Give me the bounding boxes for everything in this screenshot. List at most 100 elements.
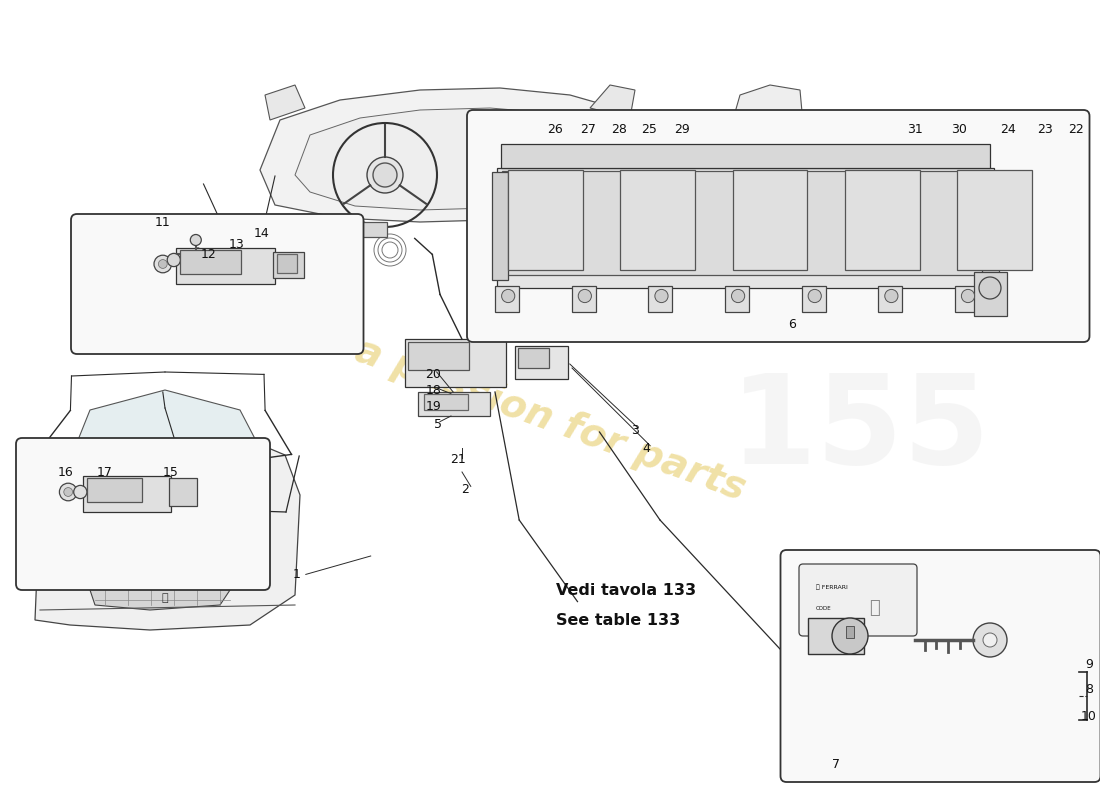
Polygon shape [265, 85, 305, 120]
Text: 14: 14 [254, 227, 270, 240]
Bar [82, 476, 170, 512]
Bar [518, 348, 549, 368]
Bar [424, 394, 468, 410]
Text: Vedi tavola 133: Vedi tavola 133 [556, 583, 695, 598]
Text: 4: 4 [642, 442, 651, 454]
Bar [169, 478, 197, 506]
Circle shape [579, 290, 592, 302]
Text: 3: 3 [630, 424, 639, 437]
Text: 15: 15 [163, 466, 178, 478]
Text: 30: 30 [952, 123, 967, 136]
Circle shape [884, 290, 898, 302]
Text: 7: 7 [832, 758, 840, 770]
FancyBboxPatch shape [799, 564, 917, 636]
Text: 27: 27 [581, 123, 596, 136]
Bar [845, 170, 920, 270]
Text: ─: ─ [194, 245, 198, 251]
Polygon shape [295, 108, 625, 210]
Bar [354, 222, 387, 237]
Bar [180, 250, 241, 274]
Polygon shape [35, 432, 300, 630]
Circle shape [64, 488, 73, 496]
Text: 24: 24 [1000, 123, 1015, 136]
Bar [808, 618, 864, 654]
Bar [500, 144, 990, 168]
Polygon shape [590, 85, 635, 118]
Circle shape [367, 157, 403, 193]
Bar [495, 286, 519, 312]
Text: 20: 20 [426, 368, 441, 381]
Text: 8: 8 [1085, 683, 1093, 696]
Polygon shape [70, 390, 265, 460]
Text: 16: 16 [58, 466, 74, 478]
Bar [492, 172, 508, 280]
Text: 19: 19 [426, 400, 441, 413]
Text: 🏎 FERRARI: 🏎 FERRARI [816, 584, 848, 590]
Circle shape [961, 290, 975, 302]
Circle shape [654, 290, 668, 302]
Bar [974, 272, 1006, 316]
Circle shape [502, 290, 515, 302]
Bar [733, 170, 807, 270]
Text: 13: 13 [229, 238, 244, 250]
Bar [497, 168, 994, 288]
Circle shape [974, 623, 1006, 657]
Bar [620, 170, 695, 270]
Bar [957, 170, 1032, 270]
Bar [405, 339, 506, 387]
Text: a passion for parts: a passion for parts [350, 331, 750, 509]
Text: 𝑭: 𝑭 [162, 593, 168, 603]
Text: 155: 155 [729, 370, 990, 490]
Bar [878, 286, 902, 312]
Bar [572, 286, 596, 312]
Bar [725, 286, 749, 312]
FancyBboxPatch shape [468, 110, 1089, 342]
Text: 12: 12 [201, 248, 217, 261]
FancyBboxPatch shape [781, 550, 1100, 782]
Circle shape [154, 255, 172, 273]
Bar [846, 626, 854, 638]
Text: 2: 2 [461, 483, 470, 496]
Bar [273, 252, 304, 278]
Ellipse shape [53, 559, 91, 581]
Text: 25: 25 [641, 123, 657, 136]
Polygon shape [650, 145, 740, 245]
Text: 11: 11 [155, 216, 170, 229]
Text: 9: 9 [1085, 658, 1093, 670]
Polygon shape [260, 88, 670, 222]
Text: CODE: CODE [816, 606, 832, 611]
Polygon shape [730, 85, 810, 270]
Circle shape [158, 259, 167, 268]
Text: 10: 10 [1081, 710, 1097, 722]
Bar [277, 254, 297, 273]
Text: 6: 6 [788, 318, 796, 330]
Bar [418, 392, 490, 416]
Text: 21: 21 [450, 454, 465, 466]
Polygon shape [90, 545, 230, 610]
Bar [955, 286, 979, 312]
Text: 23: 23 [1037, 123, 1053, 136]
Text: 18: 18 [426, 384, 441, 397]
FancyBboxPatch shape [72, 214, 363, 354]
Circle shape [74, 486, 87, 498]
Circle shape [983, 633, 997, 647]
Text: ⚿: ⚿ [869, 599, 880, 617]
Text: 26: 26 [548, 123, 563, 136]
Text: 28: 28 [612, 123, 627, 136]
Bar [408, 342, 469, 370]
Text: 5: 5 [433, 418, 442, 430]
Ellipse shape [232, 555, 268, 575]
Text: See table 133: See table 133 [556, 614, 680, 628]
FancyBboxPatch shape [16, 438, 270, 590]
Circle shape [832, 618, 868, 654]
Bar [648, 286, 672, 312]
Text: 22: 22 [1068, 123, 1084, 136]
Bar [515, 346, 568, 379]
Text: 29: 29 [674, 123, 690, 136]
Bar [502, 171, 986, 275]
Circle shape [373, 163, 397, 187]
Circle shape [808, 290, 822, 302]
Circle shape [190, 234, 201, 246]
Text: 31: 31 [908, 123, 923, 136]
Circle shape [979, 277, 1001, 299]
